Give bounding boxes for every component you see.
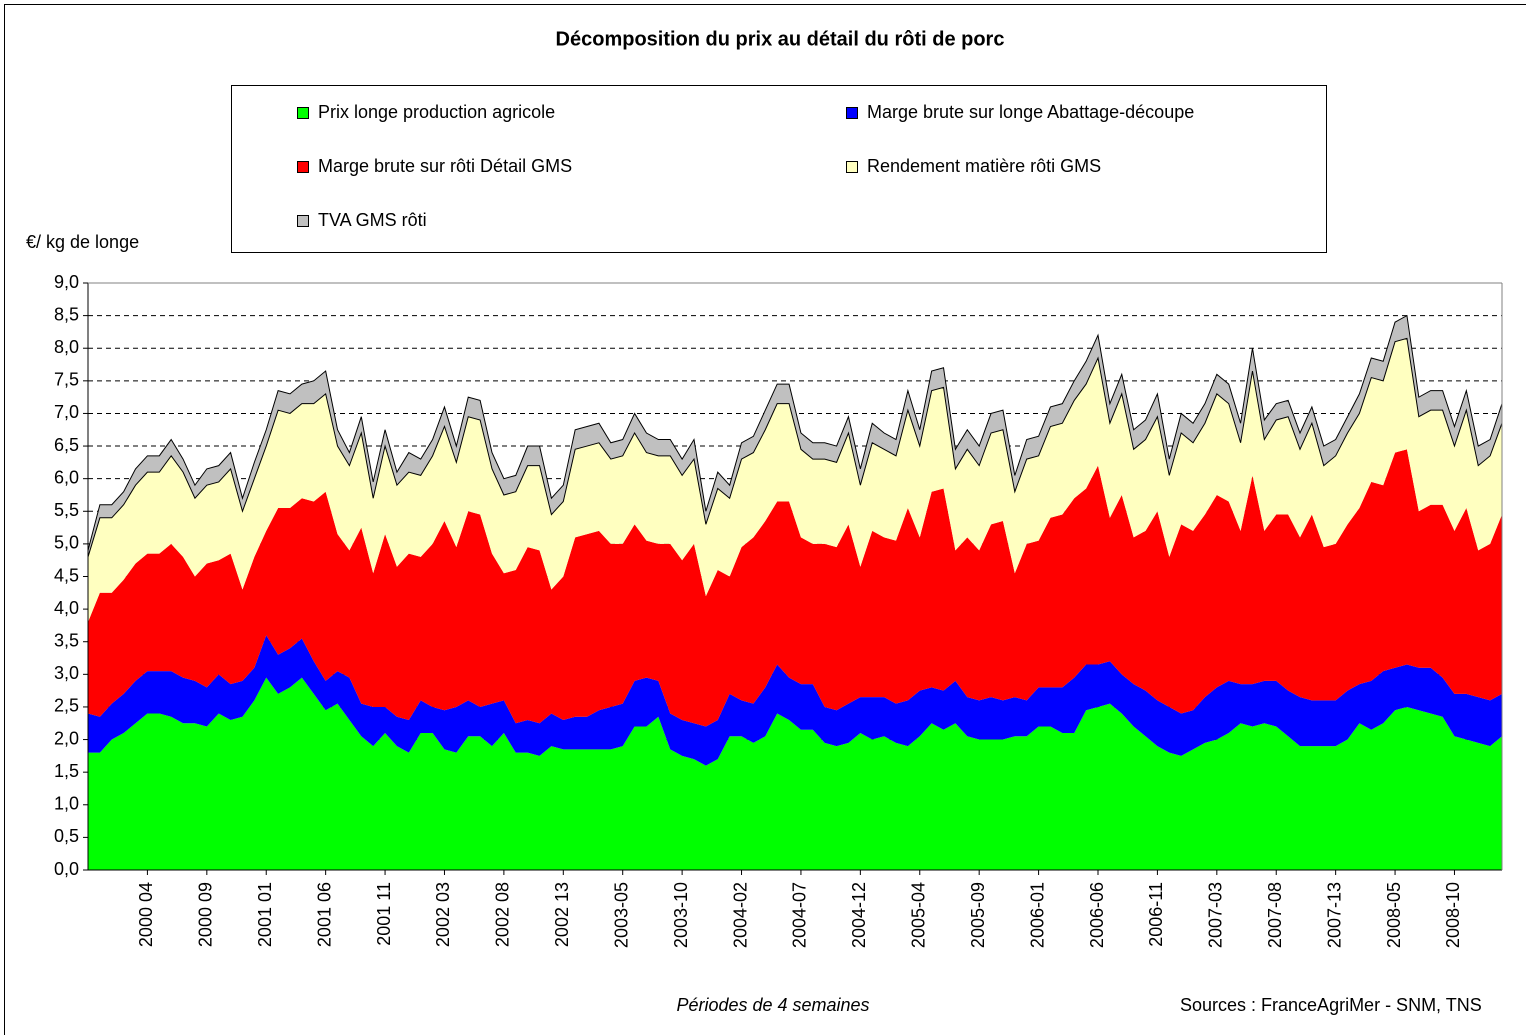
x-tick-label: 2004-02 — [730, 882, 750, 948]
area — [88, 449, 1502, 727]
legend-label: Rendement matière rôti GMS — [867, 156, 1101, 176]
y-tick-label: 7,0 — [54, 402, 79, 422]
y-tick-label: 1,5 — [54, 761, 79, 781]
x-tick-label: 2006-11 — [1146, 882, 1166, 947]
legend-label: TVA GMS rôti — [318, 210, 427, 230]
y-tick-label: 3,0 — [54, 663, 79, 683]
legend-label: Marge brute sur rôti Détail GMS — [318, 156, 572, 176]
legend-label: Marge brute sur longe Abattage-découpe — [867, 102, 1194, 122]
x-tick-label: 2000 04 — [136, 882, 156, 947]
legend-swatch — [846, 161, 858, 173]
x-axis-label: Périodes de 4 semaines — [676, 995, 869, 1015]
source-note: Sources : FranceAgriMer - SNM, TNS — [1180, 995, 1482, 1015]
y-tick-label: 2,0 — [54, 728, 79, 748]
legend-swatch — [846, 107, 858, 119]
y-tick-label: 1,0 — [54, 794, 79, 814]
legend-label: Prix longe production agricole — [318, 102, 555, 122]
y-tick-label: 9,0 — [54, 272, 79, 292]
x-tick-label: 2000 09 — [196, 882, 216, 947]
y-tick-label: 4,5 — [54, 565, 79, 585]
y-axis-label: €/ kg de longe — [26, 232, 139, 252]
x-tick-label: 2001 11 — [374, 882, 394, 946]
legend-box — [231, 85, 1327, 253]
x-tick-label: 2005-09 — [968, 882, 988, 948]
y-tick-label: 2,5 — [54, 696, 79, 716]
chart-title: Décomposition du prix au détail du rôti … — [556, 28, 1005, 50]
y-tick-label: 3,5 — [54, 630, 79, 650]
plot-area — [83, 282, 1503, 875]
x-tick-label: 2004-07 — [790, 882, 810, 948]
x-tick-label: 2006-06 — [1087, 882, 1107, 948]
area — [88, 677, 1502, 870]
x-tick-label: 2002 03 — [433, 882, 453, 947]
x-tick-label: 2001 06 — [314, 882, 334, 947]
y-tick-label: 6,0 — [54, 467, 79, 487]
x-tick-label: 2008-10 — [1443, 882, 1463, 948]
y-tick-label: 8,0 — [54, 337, 79, 357]
x-tick-label: 2002 08 — [493, 882, 513, 947]
x-tick-label: 2003-10 — [671, 882, 691, 948]
x-tick-label: 2005-04 — [909, 882, 929, 948]
y-tick-label: 5,5 — [54, 500, 79, 520]
area — [88, 338, 1502, 623]
y-tick-label: 5,0 — [54, 533, 79, 553]
y-tick-label: 0,0 — [54, 859, 79, 879]
x-tick-label: 2007-03 — [1206, 882, 1226, 948]
x-tick-label: 2006-01 — [1027, 882, 1047, 948]
y-tick-label: 0,5 — [54, 826, 79, 846]
legend: Prix longe production agricole Marge brut… — [297, 102, 1194, 230]
x-tick-label: 2004-12 — [849, 882, 869, 948]
y-tick-label: 7,5 — [54, 370, 79, 390]
x-tick-label: 2007-13 — [1324, 882, 1344, 948]
y-tick-label: 4,0 — [54, 598, 79, 618]
x-tick-label: 2003-05 — [611, 882, 631, 948]
x-tick-label: 2007-08 — [1265, 882, 1285, 948]
x-tick-label: 2008-05 — [1384, 882, 1404, 948]
x-tick-label: 2002 13 — [552, 882, 572, 947]
legend-swatch — [297, 215, 309, 227]
y-tick-label: 8,5 — [54, 304, 79, 324]
x-tick-label: 2001 01 — [255, 882, 275, 947]
legend-swatch — [297, 107, 309, 119]
area — [88, 635, 1502, 766]
y-tick-label: 6,5 — [54, 435, 79, 455]
legend-swatch — [297, 161, 309, 173]
